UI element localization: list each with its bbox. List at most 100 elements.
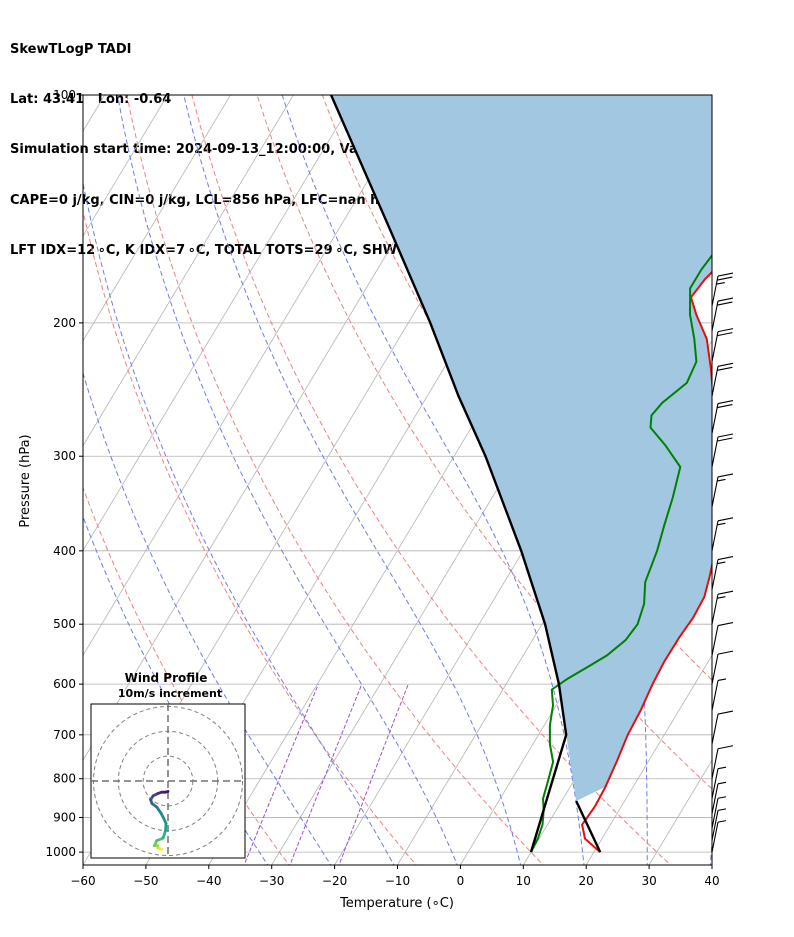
isotherm-line xyxy=(83,95,168,237)
hodograph-title: Wind Profile xyxy=(125,671,208,685)
wind-barb xyxy=(711,678,727,711)
wind-barb xyxy=(711,556,734,590)
wind-barb xyxy=(711,820,727,853)
wind-barb xyxy=(711,745,734,779)
wind-barb-staff xyxy=(711,654,719,685)
wind-barb-staff xyxy=(711,768,719,799)
cin-shaded-area xyxy=(331,95,712,801)
y-tick-label: 600 xyxy=(53,677,76,691)
wind-barb-flag xyxy=(717,781,727,785)
hodograph-subtitle: 10m/s increment xyxy=(118,687,222,700)
wind-barb-staff xyxy=(711,559,719,590)
wind-barb-flag xyxy=(716,282,725,285)
wind-barb-flag xyxy=(717,710,734,715)
wind-barb-staff xyxy=(711,403,719,434)
x-tick-label: −10 xyxy=(385,874,410,888)
wind-barb-staff xyxy=(711,821,719,853)
location-label: Lat: 43.41 Lon: -0.64 xyxy=(10,91,172,107)
wind-barb-staff xyxy=(711,783,719,814)
wind-barb-flag xyxy=(717,301,733,306)
wind-barb-staff xyxy=(711,748,719,779)
chart-title: SkewTLogP TADI xyxy=(10,41,132,57)
y-tick-label: 1000 xyxy=(45,845,76,859)
mixing-ratio-line xyxy=(289,683,363,865)
wind-barb xyxy=(711,781,727,814)
dry-adiabat xyxy=(713,95,794,868)
wind-barb xyxy=(711,808,727,841)
wind-barb xyxy=(711,328,734,362)
x-tick-label: −40 xyxy=(196,874,221,888)
x-axis-label: Temperature (∘C) xyxy=(339,896,454,911)
hodograph-segment xyxy=(164,790,170,794)
wind-barb xyxy=(711,362,734,397)
isotherm-line xyxy=(83,95,231,342)
wind-barb xyxy=(711,650,734,685)
y-tick-label: 500 xyxy=(53,617,76,631)
moist-adiabat xyxy=(183,95,522,865)
wind-barb-flag xyxy=(717,561,726,565)
wind-barb-flag xyxy=(717,808,727,811)
wind-barb-flag xyxy=(717,556,734,561)
wind-barb-flag xyxy=(717,678,727,682)
dewpoint-line xyxy=(530,253,712,853)
x-tick-label: 0 xyxy=(457,874,465,888)
y-tick-label: 400 xyxy=(53,544,76,558)
x-tick-label: 30 xyxy=(641,874,656,888)
moist-adiabat xyxy=(709,95,712,865)
wind-barb-staff xyxy=(711,331,719,362)
wind-barb-flag xyxy=(717,404,733,409)
wind-barb-flag xyxy=(717,297,734,302)
wind-barb-staff xyxy=(711,300,719,332)
dry-adiabat xyxy=(83,208,417,865)
wind-barb-staff xyxy=(711,436,719,468)
wind-barb-flag xyxy=(717,478,726,482)
wind-barb-staff xyxy=(711,594,719,625)
wind-barb-flag xyxy=(717,276,733,281)
y-tick-label: 200 xyxy=(53,316,76,330)
wind-barb-staff xyxy=(711,625,719,656)
wind-barb-flag xyxy=(717,366,733,371)
y-tick-label: 900 xyxy=(53,810,76,824)
x-tick-label: 10 xyxy=(516,874,531,888)
wind-barb-flag xyxy=(717,400,734,405)
moist-adiabat xyxy=(117,95,458,865)
x-tick-label: −30 xyxy=(259,874,284,888)
wind-barb-flag xyxy=(717,522,726,526)
parcel-line xyxy=(575,800,602,853)
mixing-ratio-line xyxy=(338,683,409,865)
wind-barb-flag xyxy=(717,328,734,333)
parcel-line xyxy=(330,95,568,853)
x-tick-label: −60 xyxy=(70,874,95,888)
wind-barb xyxy=(711,433,734,468)
wind-barb xyxy=(711,710,734,745)
wind-barb-flag xyxy=(717,796,727,799)
y-tick-label: 800 xyxy=(53,772,76,786)
isotherm-line xyxy=(83,95,294,447)
wind-barb-flag xyxy=(717,437,733,442)
wind-barb-flag xyxy=(717,745,734,750)
wind-barb-staff xyxy=(711,275,719,307)
dry-adiabat xyxy=(126,95,545,865)
wind-barb xyxy=(711,590,734,625)
moist-adiabat xyxy=(281,95,585,865)
wind-barb-staff xyxy=(711,520,719,551)
wind-barb-flag xyxy=(717,473,734,478)
wind-barb xyxy=(711,517,734,551)
x-tick-label: 20 xyxy=(579,874,594,888)
y-tick-label: 100 xyxy=(53,88,76,102)
y-tick-label: 700 xyxy=(53,728,76,742)
wind-barb-flag xyxy=(717,433,734,438)
wind-barb-flag xyxy=(717,517,734,522)
wind-barb-flag xyxy=(717,272,734,277)
wind-barb xyxy=(711,621,734,656)
wind-barb-staff xyxy=(711,366,719,397)
isotherm-line xyxy=(83,95,357,552)
dry-adiabat xyxy=(191,95,672,865)
wind-barb xyxy=(711,297,734,332)
wind-barb-flag xyxy=(717,820,727,823)
x-tick-label: −50 xyxy=(133,874,158,888)
dry-adiabat xyxy=(778,95,794,868)
wind-barb-staff xyxy=(711,476,719,508)
wind-barb-flag xyxy=(717,596,726,599)
